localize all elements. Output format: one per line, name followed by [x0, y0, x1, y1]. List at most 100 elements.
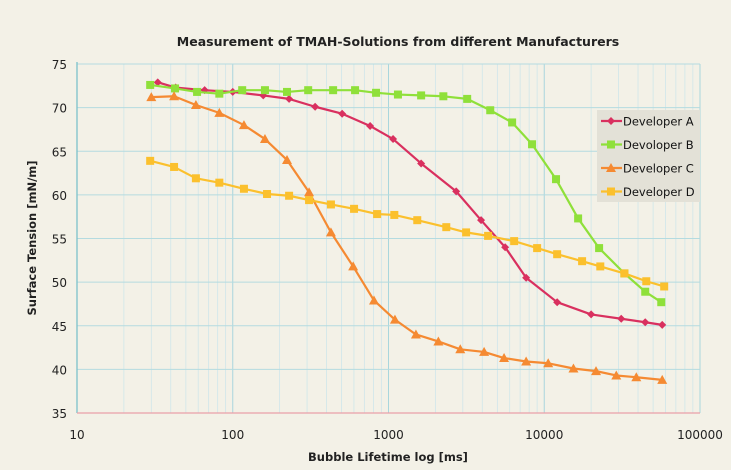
data-point [260, 86, 269, 95]
data-point [620, 269, 629, 278]
data-point [285, 191, 294, 200]
data-point [660, 282, 669, 291]
data-point [578, 257, 587, 266]
data-point [486, 106, 495, 115]
data-point [372, 88, 381, 97]
data-point [521, 356, 532, 366]
x-tick-label: 10000 [525, 428, 563, 442]
series-developer-c [146, 91, 668, 384]
data-point [191, 174, 200, 183]
data-point [338, 109, 347, 118]
data-point [304, 187, 315, 197]
data-point [617, 314, 626, 323]
data-point [452, 187, 461, 196]
data-point [238, 86, 247, 95]
x-axis-label: Bubble Lifetime log [ms] [308, 450, 468, 464]
data-point [146, 80, 155, 89]
data-point [568, 363, 579, 373]
data-point [522, 273, 531, 282]
data-point [169, 91, 180, 101]
data-point [552, 175, 561, 184]
data-point [501, 243, 510, 252]
legend-marker [607, 117, 615, 125]
data-point [311, 102, 320, 111]
data-point [146, 156, 155, 165]
series-developer-a [153, 78, 667, 329]
x-tick-label: 10 [69, 428, 84, 442]
data-point [214, 107, 225, 117]
data-point [305, 196, 314, 205]
y-tick-label: 50 [52, 276, 67, 290]
y-tick-label: 65 [52, 145, 67, 159]
data-point [366, 121, 375, 130]
y-tick-label: 40 [52, 363, 67, 377]
data-point [304, 86, 313, 95]
legend-marker [606, 163, 616, 172]
data-point [417, 91, 426, 100]
data-point [413, 216, 422, 225]
data-point [417, 159, 426, 168]
legend-label: Developer C [623, 162, 694, 176]
series-group [146, 78, 669, 384]
data-point [595, 244, 604, 253]
data-point [543, 358, 554, 368]
data-point [553, 250, 562, 259]
data-point [393, 90, 402, 99]
data-point [389, 314, 400, 324]
data-point [390, 210, 399, 219]
data-point [193, 87, 202, 96]
data-point [410, 329, 421, 339]
data-point [238, 120, 249, 130]
legend-label: Devoloper B [623, 138, 694, 152]
legend-marker [607, 187, 615, 196]
data-point [329, 86, 338, 95]
data-point [611, 370, 622, 380]
data-point [528, 140, 537, 149]
legend-label: Developer D [623, 185, 695, 199]
data-point [641, 287, 650, 296]
data-point [658, 320, 667, 329]
data-point [642, 277, 651, 286]
data-point [574, 214, 583, 223]
data-point [326, 200, 335, 209]
y-tick-label: 60 [52, 189, 67, 203]
axes: 10 100 1000 10000 100000 35 40 45 50 55 60 65 70 75 [52, 58, 723, 442]
series-devoloper-b [146, 80, 666, 307]
data-point [259, 134, 270, 144]
data-point [462, 228, 471, 237]
data-point [631, 372, 642, 382]
data-point [591, 366, 602, 376]
x-tick-label: 100 [221, 428, 244, 442]
data-point [263, 190, 272, 199]
y-tick-label: 45 [52, 320, 67, 334]
y-axis-label: Surface Tension [mN/m] [25, 160, 39, 315]
chart-title: Measurement of TMAH-Solutions from diffe… [177, 34, 619, 49]
x-tick-label: 1000 [373, 428, 404, 442]
data-point [510, 237, 519, 246]
data-point [215, 178, 224, 187]
data-point [477, 216, 486, 225]
data-point [281, 154, 292, 164]
data-point [499, 353, 510, 363]
data-point [239, 184, 248, 193]
data-point [373, 210, 382, 219]
y-tick-label: 35 [52, 407, 67, 421]
data-point [484, 231, 493, 240]
series-developer-d [146, 156, 669, 291]
legend: Developer A Devoloper B Developer C Develop… [597, 110, 700, 202]
series-line [157, 81, 663, 326]
data-point [325, 227, 336, 237]
data-point [153, 78, 162, 87]
data-point [508, 118, 517, 127]
legend-marker [607, 140, 615, 149]
data-point [350, 204, 359, 213]
data-point [285, 94, 294, 103]
legend-label: Developer A [623, 115, 694, 129]
data-point [433, 336, 444, 346]
series-line [149, 159, 665, 288]
data-point [657, 298, 666, 307]
data-point [170, 162, 179, 171]
series-line [151, 95, 663, 381]
data-point [215, 89, 224, 98]
